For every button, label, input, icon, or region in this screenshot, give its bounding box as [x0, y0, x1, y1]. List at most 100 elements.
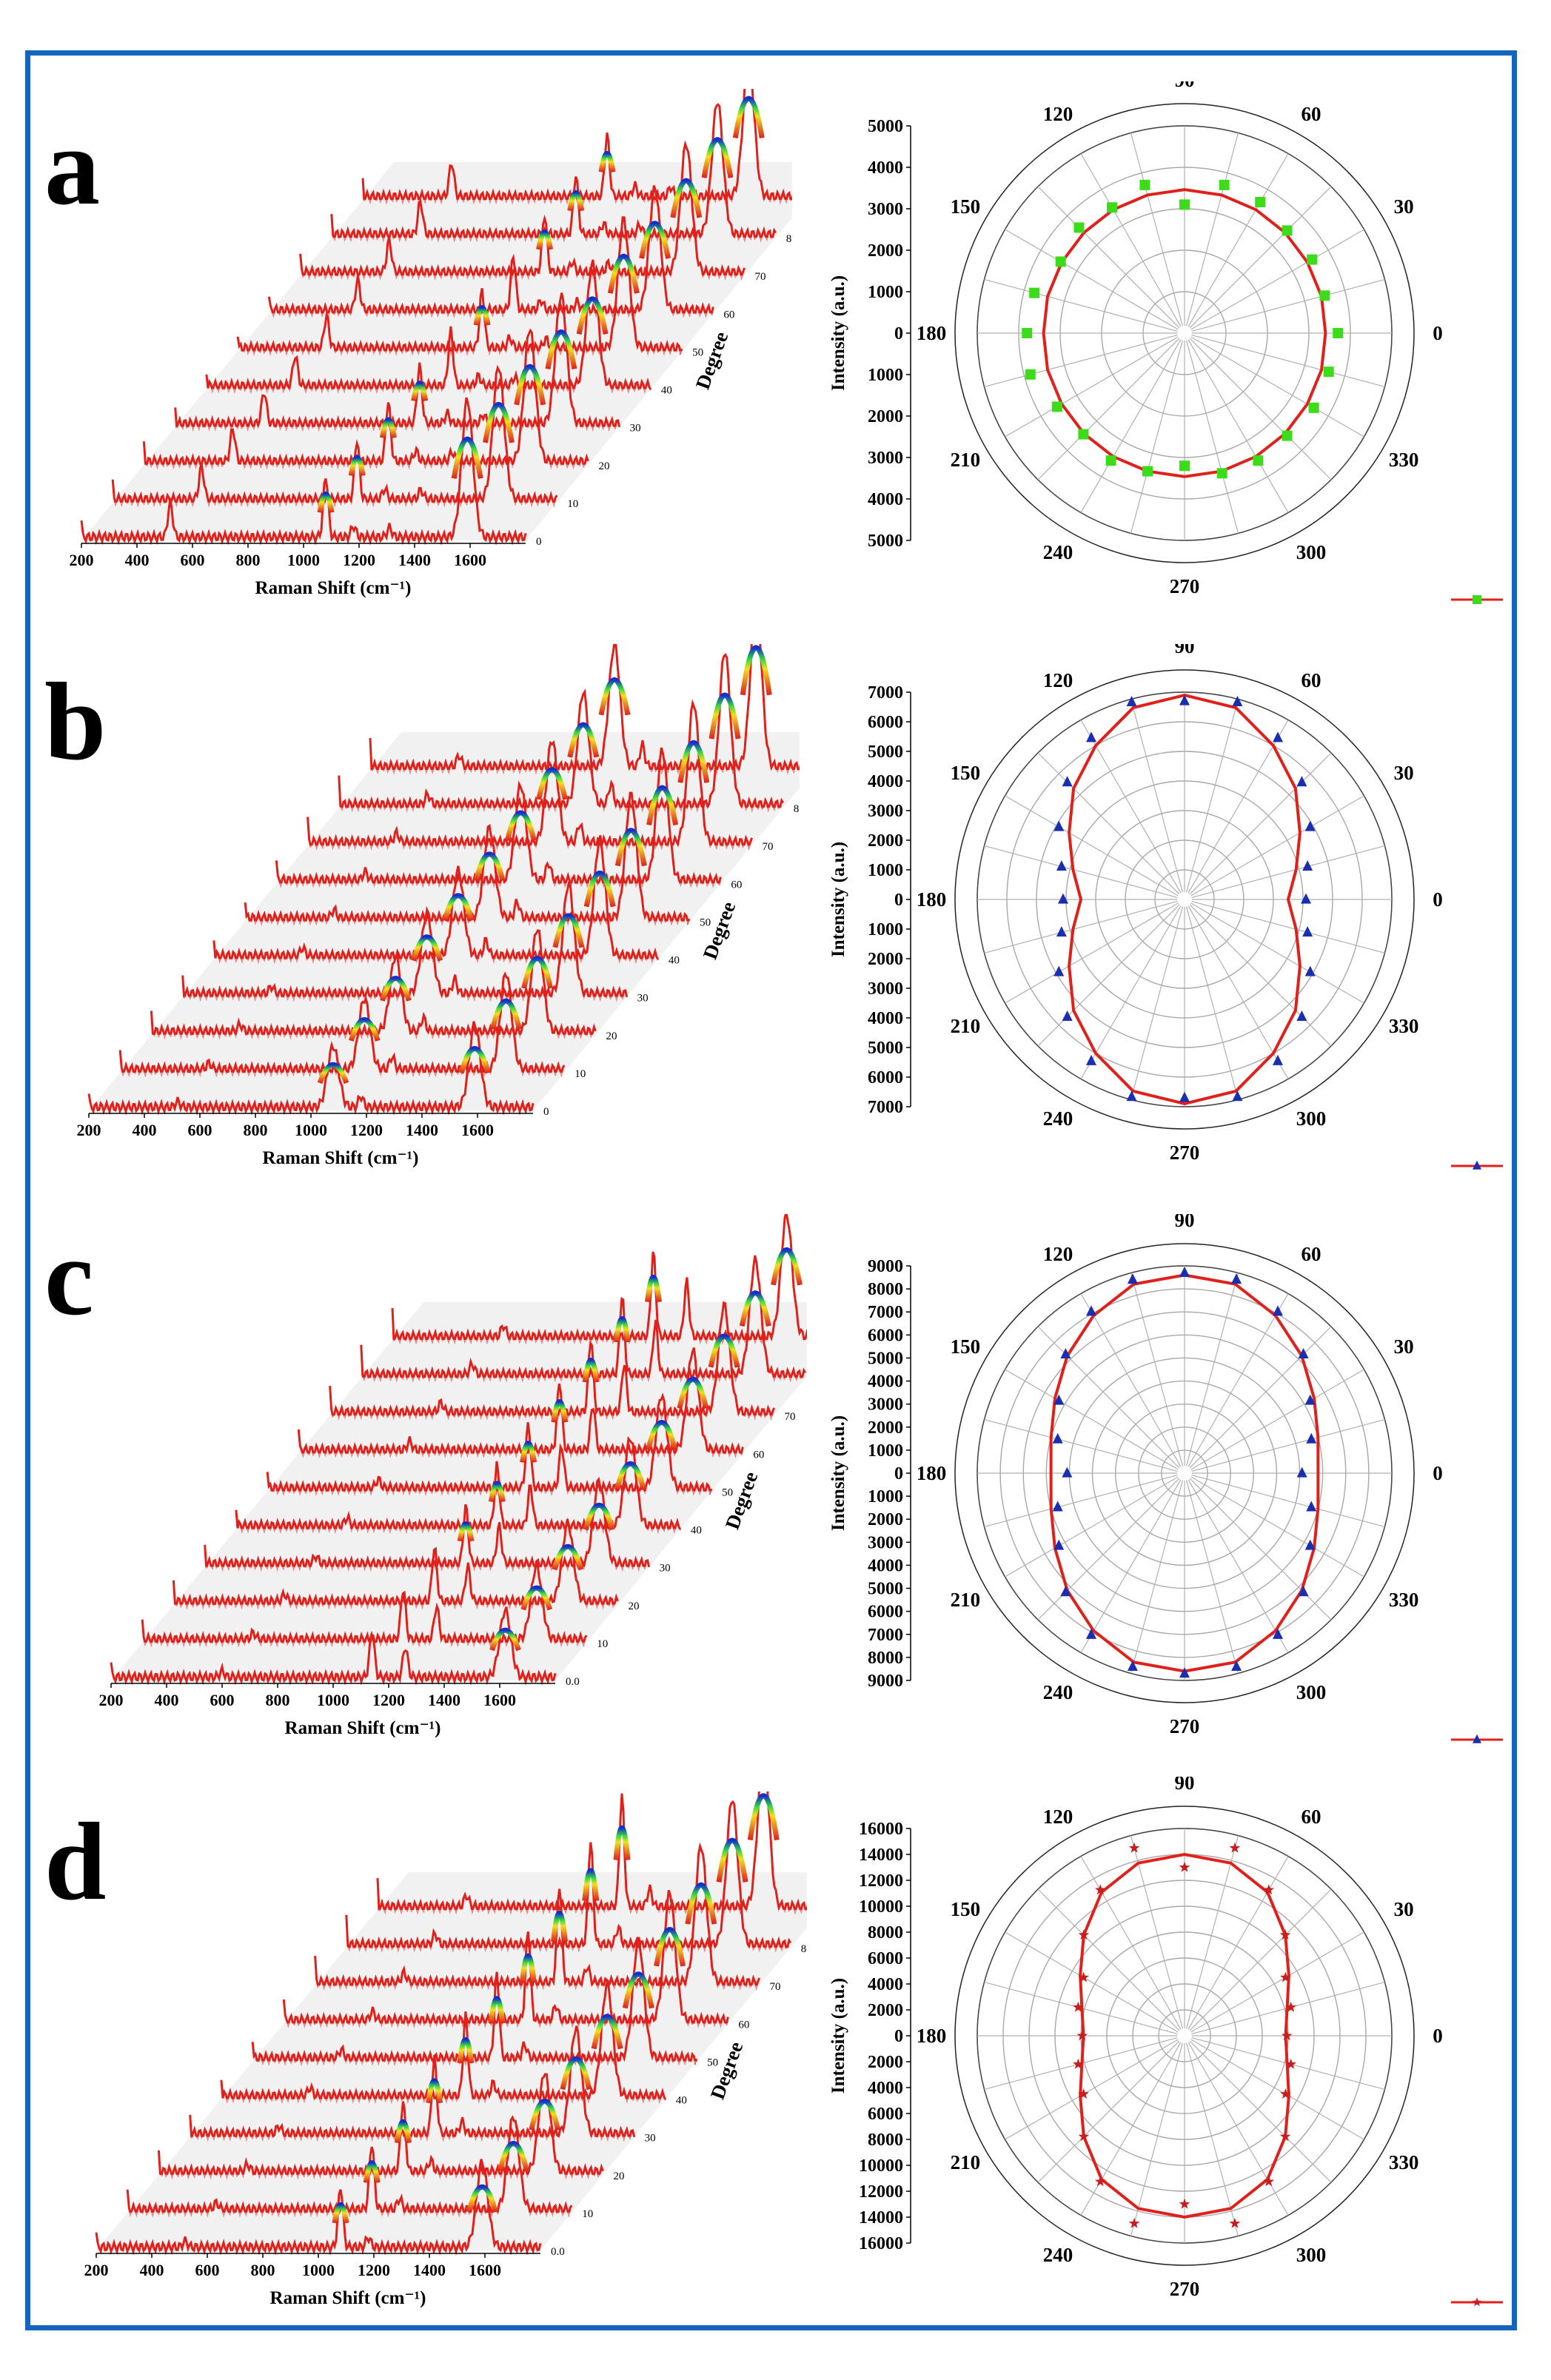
radial-tick-label: 2000 [868, 407, 903, 426]
x-tick-label: 1400 [428, 1691, 460, 1709]
depth-axis-label: Degree [706, 2039, 748, 2102]
angle-label: 330 [1389, 2151, 1419, 2173]
data-point [1179, 2198, 1190, 2209]
angle-label: 240 [1043, 1107, 1073, 1130]
angle-label: 150 [951, 1335, 981, 1358]
panel-letter-d: d [44, 1800, 107, 1923]
data-point [1076, 2030, 1088, 2041]
data-point [1319, 290, 1330, 301]
data-point [1053, 965, 1065, 976]
degree-tick-label: 0.0 [551, 2246, 565, 2258]
data-point [1060, 1348, 1071, 1359]
angle-label: 300 [1296, 1107, 1327, 1130]
data-point [1073, 222, 1085, 233]
data-point [1179, 1091, 1190, 1102]
data-point [1078, 2088, 1089, 2099]
data-point [1302, 860, 1313, 871]
degree-tick-label: 10 [597, 1638, 608, 1650]
waterfall-trace-0-deg [95, 2159, 572, 2256]
degree-tick-label: 10 [567, 498, 578, 510]
data-point [1022, 328, 1033, 338]
angle-label: 0 [1433, 2025, 1443, 2047]
data-point [1053, 1539, 1065, 1550]
data-point [1273, 1305, 1283, 1316]
data-point [1086, 731, 1096, 743]
waterfall-trace-30-deg [174, 292, 651, 432]
degree-tick-label: 40 [691, 1525, 702, 1537]
angle-label: 270 [1170, 1715, 1200, 1737]
data-point [1273, 1054, 1283, 1065]
x-tick-label: 400 [125, 551, 150, 569]
radial-tick-label: 5000 [868, 1580, 903, 1599]
angle-label: 120 [1043, 669, 1073, 691]
radial-tick-label: 5000 [868, 117, 903, 136]
y-axis-label: Intensity (a.u.) [828, 842, 848, 957]
x-tick-label: 800 [266, 1691, 290, 1709]
waterfall-trace-60-deg [267, 185, 745, 319]
polar-intensity-chart-c: Intensity (a.u.) 0 30 60 90 120 150 180 210 240 27… [828, 1214, 1503, 1743]
angle-label: 240 [1043, 541, 1073, 563]
data-point [1086, 1628, 1096, 1639]
radial-tick-label: 3000 [868, 979, 903, 999]
radial-tick-label: 10000 [859, 2156, 903, 2176]
x-tick-label: 1000 [317, 1691, 349, 1709]
data-point [1263, 1884, 1275, 1895]
degree-tick-label: 0 [543, 1106, 549, 1118]
data-point [1179, 694, 1190, 705]
radial-tick-label: 8000 [868, 1923, 903, 1942]
angle-label: 210 [951, 2151, 981, 2173]
x-tick-label: 1200 [358, 2261, 390, 2279]
data-point [1306, 1501, 1317, 1512]
angle-label: 240 [1043, 1681, 1073, 1703]
data-point [1078, 429, 1089, 440]
angle-label: 30 [1394, 762, 1414, 784]
angle-label: 60 [1302, 1243, 1321, 1265]
y-axis-label: Intensity (a.u.) [828, 275, 848, 391]
x-tick-label: 1400 [413, 2261, 446, 2279]
radial-tick-label: 2000 [868, 2053, 903, 2072]
data-point [1062, 1010, 1073, 1021]
angle-label: 60 [1302, 1806, 1321, 1828]
angle-label: 180 [917, 1462, 947, 1484]
radial-tick-label: 2000 [868, 950, 903, 969]
radial-tick-label: 14000 [859, 1846, 903, 1865]
degree-tick-label: 20 [606, 1030, 617, 1042]
radial-tick-label: 8000 [868, 1649, 903, 1668]
data-point [1179, 199, 1190, 210]
angle-label: 0 [1433, 888, 1443, 911]
x-axis-label: Raman Shift (cm⁻¹) [270, 2288, 426, 2308]
radial-tick-label: 7000 [868, 1303, 903, 1322]
depth-axis-label: Degree [721, 1469, 763, 1532]
data-point [1127, 1273, 1138, 1284]
radial-tick-label: 16000 [859, 1820, 903, 1839]
data-point [1282, 430, 1293, 441]
radial-tick-label: 7000 [868, 1098, 903, 1117]
data-point [1078, 1971, 1089, 1982]
radial-tick-label: 8000 [868, 2131, 903, 2150]
radial-tick-label: 4000 [868, 490, 903, 509]
data-point [1128, 1842, 1140, 1853]
x-tick-label: 600 [210, 1691, 235, 1709]
radial-tick-label: 0 [894, 891, 903, 910]
angle-label: 120 [1043, 103, 1073, 125]
angle-label: 120 [1043, 1243, 1073, 1265]
degree-tick-label: 30 [637, 993, 649, 1005]
radial-tick-label: 3000 [868, 1395, 903, 1415]
data-point [1279, 1929, 1291, 1940]
data-point [1231, 1660, 1242, 1672]
radial-tick-label: 6000 [868, 1326, 903, 1345]
angle-label: 90 [1175, 81, 1195, 91]
radial-tick-label: 1000 [868, 1441, 903, 1461]
angle-label: 90 [1175, 644, 1195, 657]
x-tick-label: 1200 [350, 1121, 383, 1139]
waterfall-trace-40-deg [220, 1980, 697, 2105]
x-tick-label: 600 [188, 1121, 212, 1139]
radial-tick-label: 2000 [868, 1418, 903, 1438]
degree-tick-label: 40 [669, 955, 680, 967]
data-point [1128, 2217, 1140, 2228]
data-point [1232, 1090, 1243, 1102]
radial-tick-label: 9000 [868, 1257, 903, 1276]
x-tick-label: 800 [251, 2261, 275, 2279]
degree-tick-label: 70 [755, 271, 766, 283]
radial-tick-label: 7000 [868, 683, 903, 703]
